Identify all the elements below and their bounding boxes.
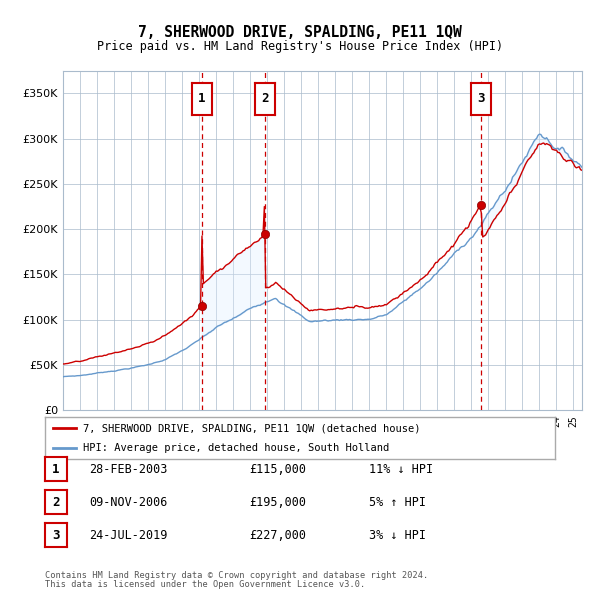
Text: 28-FEB-2003: 28-FEB-2003 bbox=[89, 463, 167, 476]
Text: £227,000: £227,000 bbox=[249, 529, 306, 542]
Text: 3: 3 bbox=[52, 529, 59, 542]
Text: 3: 3 bbox=[477, 92, 485, 106]
Text: 7, SHERWOOD DRIVE, SPALDING, PE11 1QW (detached house): 7, SHERWOOD DRIVE, SPALDING, PE11 1QW (d… bbox=[83, 423, 421, 433]
Text: Contains HM Land Registry data © Crown copyright and database right 2024.: Contains HM Land Registry data © Crown c… bbox=[45, 571, 428, 580]
Text: Price paid vs. HM Land Registry's House Price Index (HPI): Price paid vs. HM Land Registry's House … bbox=[97, 40, 503, 53]
Text: £115,000: £115,000 bbox=[249, 463, 306, 476]
Text: 2: 2 bbox=[52, 496, 59, 509]
Text: HPI: Average price, detached house, South Holland: HPI: Average price, detached house, Sout… bbox=[83, 442, 389, 453]
Text: 1: 1 bbox=[52, 463, 59, 476]
Text: 3% ↓ HPI: 3% ↓ HPI bbox=[369, 529, 426, 542]
Text: 24-JUL-2019: 24-JUL-2019 bbox=[89, 529, 167, 542]
Text: £195,000: £195,000 bbox=[249, 496, 306, 509]
Text: 2: 2 bbox=[261, 92, 269, 106]
Text: 7, SHERWOOD DRIVE, SPALDING, PE11 1QW: 7, SHERWOOD DRIVE, SPALDING, PE11 1QW bbox=[138, 25, 462, 40]
Text: 5% ↑ HPI: 5% ↑ HPI bbox=[369, 496, 426, 509]
Text: 11% ↓ HPI: 11% ↓ HPI bbox=[369, 463, 433, 476]
Text: This data is licensed under the Open Government Licence v3.0.: This data is licensed under the Open Gov… bbox=[45, 579, 365, 589]
Text: 09-NOV-2006: 09-NOV-2006 bbox=[89, 496, 167, 509]
Text: 1: 1 bbox=[198, 92, 206, 106]
